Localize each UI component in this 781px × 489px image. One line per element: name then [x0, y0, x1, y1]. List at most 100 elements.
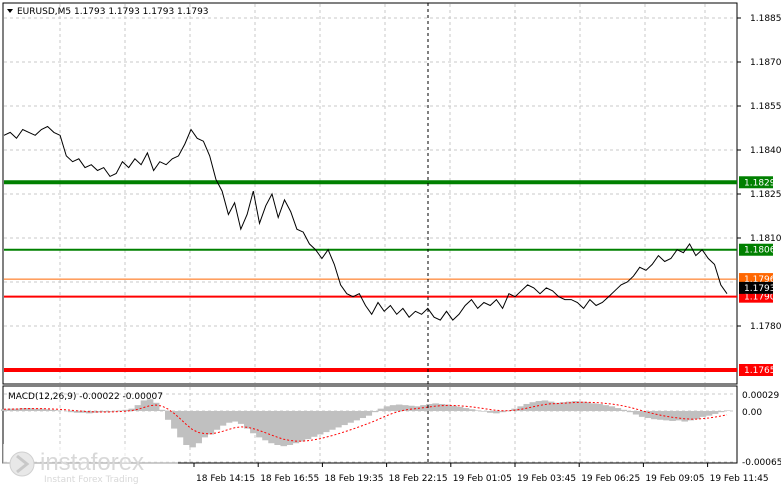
time-tick-label: 18 Feb 22:15: [389, 474, 448, 484]
macd-bar: [432, 403, 439, 411]
macd-bar: [353, 411, 360, 421]
macd-bar: [602, 405, 610, 411]
macd-bar: [177, 411, 184, 438]
macd-bar: [681, 411, 689, 422]
macd-label: MACD(12,26,9) -0.00022 -0.00007: [8, 392, 163, 402]
macd-bar: [274, 411, 281, 445]
macd-bar: [456, 406, 464, 411]
time-tick-label: 19 Feb 03:45: [517, 474, 576, 484]
macd-bar: [122, 409, 130, 411]
price-tick-label: 1.1810: [750, 234, 781, 244]
macd-bar: [614, 408, 622, 411]
macd-bar: [590, 403, 597, 411]
macd-bar: [584, 402, 591, 411]
macd-bar: [444, 404, 452, 411]
macd-bar: [644, 411, 652, 419]
macd-bar: [487, 411, 494, 413]
macd-bar: [237, 411, 245, 424]
macd-bar: [92, 411, 99, 413]
macd-bar: [565, 401, 573, 411]
price-axis: 1.1885 1.1870 1.1855 1.1840 1.1825 1.1810 1.17…: [737, 14, 781, 332]
macd-bar: [572, 401, 579, 411]
price-levels: [4, 180, 737, 372]
level-tags: 1.1829 1.1806 1.1796 1.1790 1.1765 1.1793: [739, 176, 776, 376]
macd-bar: [104, 411, 111, 413]
macd-bar: [49, 409, 57, 411]
macd-bar: [201, 411, 209, 438]
macd-bar: [626, 411, 634, 413]
macd-bar: [298, 411, 306, 442]
macd-bar: [165, 411, 172, 420]
macd-bar: [383, 406, 391, 411]
time-tick-label: 18 Feb 19:35: [324, 474, 383, 484]
macd-bar: [207, 411, 215, 435]
macd-bar: [110, 411, 117, 412]
macd-bar: [578, 401, 585, 411]
macd-bar: [335, 411, 342, 428]
macd-bar: [304, 411, 312, 440]
level-tag-text: 1.1829: [744, 178, 776, 188]
time-tick-label: 18 Feb 16:55: [260, 474, 319, 484]
watermark-tagline: Instant Forex Trading: [44, 475, 139, 485]
watermark-brand: instaforex: [40, 449, 144, 476]
macd-bar: [553, 402, 561, 411]
macd-bar: [152, 402, 160, 411]
time-tick-label: 19 Feb 09:05: [645, 474, 704, 484]
price-tick-label: 1.1780: [750, 322, 781, 332]
macd-bar: [717, 411, 725, 413]
macd-bar: [322, 411, 330, 433]
macd-bar: [620, 409, 628, 411]
time-tick-label: 19 Feb 11:45: [710, 474, 769, 484]
macd-bar: [341, 411, 348, 426]
macd-bar: [559, 402, 567, 411]
level-tag-text: 1.1765: [744, 366, 776, 376]
price-line: [3, 125, 728, 321]
macd-bar: [286, 411, 294, 445]
macd-bar: [7, 408, 14, 411]
macd-bar: [347, 411, 354, 423]
macd-bar: [705, 411, 713, 416]
price-tick-label: 1.1885: [750, 14, 781, 24]
macd-bar: [651, 411, 658, 420]
macd-bar: [547, 401, 555, 411]
time-tick-label: 19 Feb 01:05: [453, 474, 512, 484]
macd-bar: [675, 411, 682, 421]
macd-bar: [256, 411, 263, 438]
macd-bar: [711, 411, 719, 414]
macd-bar: [365, 411, 373, 416]
macd-bar: [499, 411, 506, 413]
instaforex-logo-icon: [9, 451, 35, 477]
macd-bar: [687, 411, 695, 421]
macd-bar: [140, 400, 148, 411]
dropdown-triangle-icon[interactable]: [7, 9, 13, 13]
macd-bar: [638, 411, 646, 417]
macd-bar: [408, 405, 415, 411]
macd-bar: [632, 411, 640, 415]
macd-bar: [79, 411, 87, 413]
macd-bar: [128, 408, 136, 411]
macd-bar: [669, 411, 676, 421]
time-axis: 18 Feb 14:15 18 Feb 16:55 18 Feb 19:35 18 F…: [193, 463, 769, 484]
macd-bar: [505, 410, 512, 411]
macd-histogram: [0, 399, 731, 448]
macd-bar: [73, 411, 81, 413]
macd-bar: [723, 410, 731, 411]
macd-bar: [0, 409, 8, 411]
macd-bar: [171, 411, 178, 429]
macd-bar: [371, 411, 379, 413]
current-price-text: 1.1793: [744, 284, 776, 294]
macd-bar: [450, 405, 458, 411]
macd-bar: [693, 411, 701, 420]
macd-bar: [67, 411, 75, 413]
macd-bar: [493, 411, 500, 414]
macd-bar: [195, 411, 202, 444]
macd-bar: [377, 408, 385, 411]
macd-bar: [31, 408, 38, 411]
macd-bar: [43, 409, 51, 411]
macd-bar: [663, 411, 670, 421]
macd-bar: [268, 411, 275, 444]
macd-bar: [541, 400, 549, 411]
macd-signal-line: [3, 401, 728, 442]
macd-bar: [213, 411, 221, 430]
